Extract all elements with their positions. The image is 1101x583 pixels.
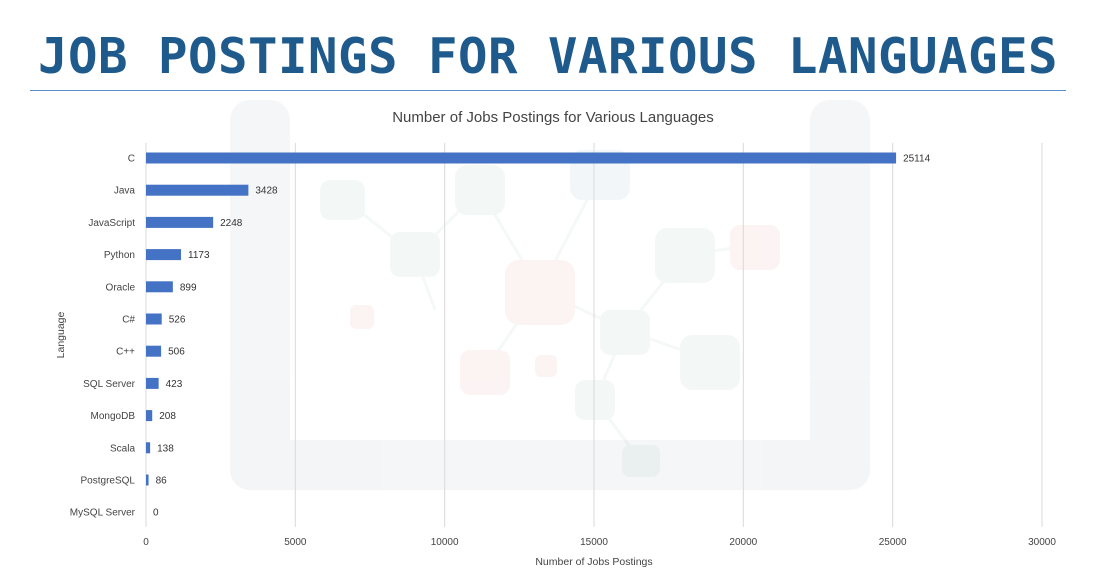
data-label: 506 [168, 347, 185, 358]
x-tick-label: 10000 [431, 537, 459, 548]
bar [146, 410, 153, 422]
y-tick-label: C# [122, 315, 135, 326]
data-label: 208 [159, 411, 176, 422]
y-tick-label: Scala [110, 443, 135, 454]
data-labels: 25114 3428 2248 1173 899 526 506 423 208 138 86 0 [153, 154, 931, 519]
data-label: 1173 [188, 250, 210, 261]
y-tick-label: PostgreSQL [81, 476, 136, 487]
bar [146, 152, 897, 164]
data-label: 3428 [255, 186, 278, 197]
data-label: 526 [169, 315, 186, 326]
y-tick-label: C [128, 154, 135, 165]
bar [146, 184, 249, 196]
x-tick-label: 15000 [580, 537, 608, 548]
x-tick-label: 30000 [1028, 537, 1056, 548]
title-divider [30, 90, 1066, 91]
x-tick-label: 0 [143, 537, 149, 548]
x-axis-title: Number of Jobs Postings [535, 556, 652, 568]
bar [146, 281, 173, 293]
x-axis-tick-labels: 0 5000 10000 15000 20000 25000 30000 [143, 537, 1056, 548]
y-tick-label: Python [104, 250, 135, 261]
bar [146, 474, 149, 486]
x-tick-label: 5000 [284, 537, 307, 548]
y-tick-label: MySQL Server [70, 508, 136, 519]
y-tick-label: Java [114, 186, 136, 197]
bar [146, 345, 162, 357]
bar [146, 216, 214, 228]
chart-title: Number of Jobs Postings for Various Lang… [392, 109, 714, 126]
y-tick-label: SQL Server [83, 379, 136, 390]
x-tick-label: 20000 [729, 537, 757, 548]
bar [146, 313, 162, 325]
page-title: JOB POSTINGS FOR VARIOUS LANGUAGES [38, 28, 1059, 85]
y-tick-label: JavaScript [88, 218, 135, 229]
x-tick-label: 25000 [879, 537, 907, 548]
y-axis-tick-labels: C Java JavaScript Python Oracle C# C++ SQL Serv… [70, 154, 136, 519]
bars [146, 152, 897, 486]
y-tick-label: Oracle [106, 282, 136, 293]
data-label: 25114 [903, 154, 931, 165]
gridlines [145, 143, 1043, 527]
data-label: 0 [153, 508, 159, 519]
data-label: 2248 [220, 218, 243, 229]
y-tick-label: C++ [116, 347, 135, 358]
data-label: 423 [166, 379, 183, 390]
bar [146, 442, 151, 454]
data-label: 86 [156, 476, 168, 487]
bar [146, 377, 159, 389]
y-axis-title: Language [55, 311, 67, 358]
y-tick-label: MongoDB [91, 411, 136, 422]
data-label: 138 [157, 443, 174, 454]
bar [146, 249, 182, 261]
data-label: 899 [180, 282, 197, 293]
